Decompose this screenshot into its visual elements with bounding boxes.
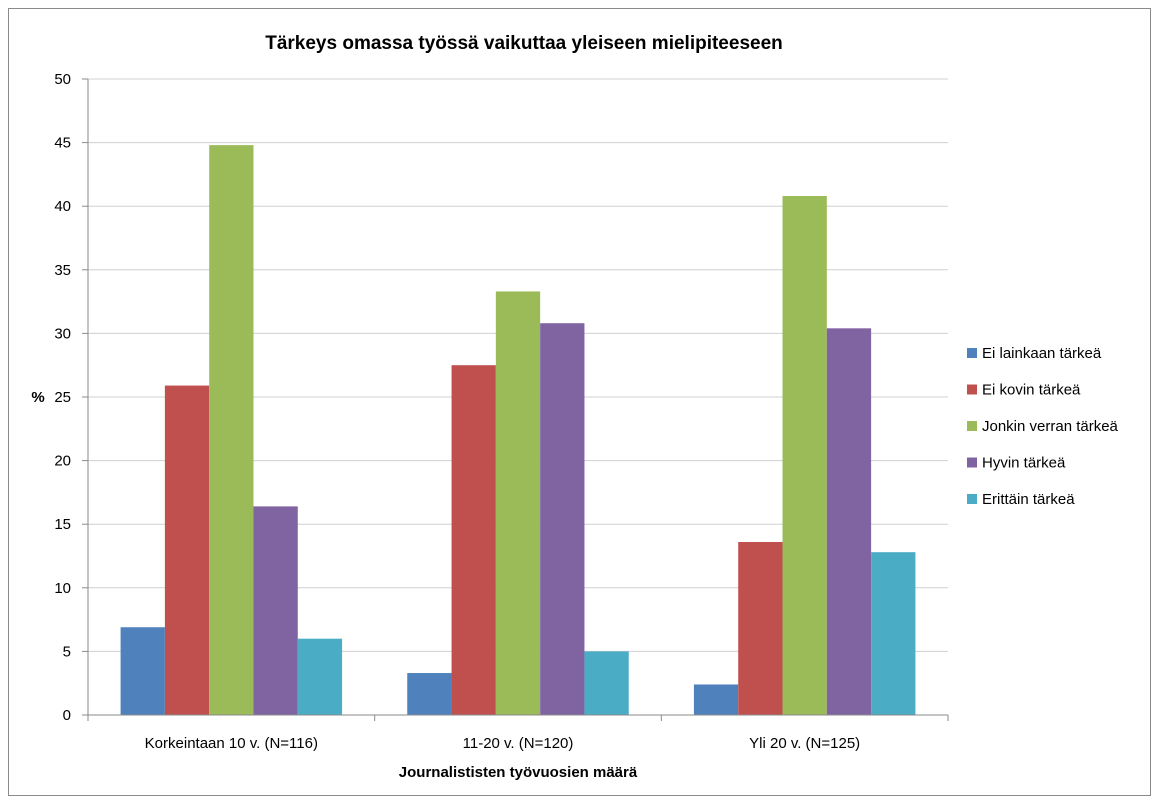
legend-label: Ei kovin tärkeä (982, 382, 1081, 399)
x-tick-label: Yli 20 v. (N=125) (749, 735, 860, 752)
x-tick-labels: Korkeintaan 10 v. (N=116) 11-20 v. (N=120… (145, 735, 860, 752)
bars (120, 145, 916, 716)
chart-title: Tärkeys omassa työssä vaikuttaa yleiseen… (265, 33, 783, 54)
bar (584, 651, 629, 715)
bar (407, 673, 452, 715)
y-tick-label: 0 (63, 707, 71, 724)
y-tick-label: 25 (54, 389, 71, 406)
bar (297, 638, 343, 715)
legend-swatch (967, 494, 977, 504)
bar (253, 506, 298, 715)
bar (871, 552, 916, 715)
bar (209, 145, 254, 716)
y-tick-label: 15 (54, 516, 71, 533)
y-tick-labels: 0 5 10 15 20 25 30 35 40 45 50 (54, 71, 71, 724)
y-tick-label: 40 (54, 198, 71, 215)
y-tick-label: 20 (54, 453, 71, 470)
x-tick-label: Korkeintaan 10 v. (N=116) (145, 735, 318, 752)
legend-label: Ei lainkaan tärkeä (982, 345, 1102, 362)
legend-label: Erittäin tärkeä (982, 491, 1075, 508)
legend: Ei lainkaan tärkeä Ei kovin tärkeä Jonkin … (967, 345, 1119, 508)
bar (738, 542, 783, 715)
legend-swatch (967, 457, 977, 468)
legend-swatch (967, 421, 977, 431)
x-axis-title: Journalististen työvuosien määrä (399, 764, 638, 781)
x-tick-label: 11-20 v. (N=120) (463, 735, 574, 752)
legend-swatch (967, 384, 977, 395)
bar (826, 328, 872, 715)
y-tick-label: 45 (54, 135, 71, 152)
y-axis-title: % (31, 389, 44, 406)
bar (540, 323, 585, 715)
bar (782, 196, 827, 716)
legend-label: Jonkin verran tärkeä (982, 418, 1119, 435)
y-tick-label: 5 (63, 643, 71, 660)
bar (451, 365, 496, 715)
bar (120, 627, 165, 715)
legend-label: Hyvin tärkeä (982, 455, 1066, 472)
y-tick-label: 50 (54, 71, 71, 88)
y-tick-label: 30 (54, 325, 71, 342)
axes (82, 78, 949, 721)
y-tick-label: 35 (54, 262, 71, 279)
legend-swatch (967, 348, 977, 358)
bar (164, 385, 210, 715)
bar (693, 684, 739, 715)
bar (495, 291, 541, 715)
y-tick-label: 10 (54, 580, 71, 597)
